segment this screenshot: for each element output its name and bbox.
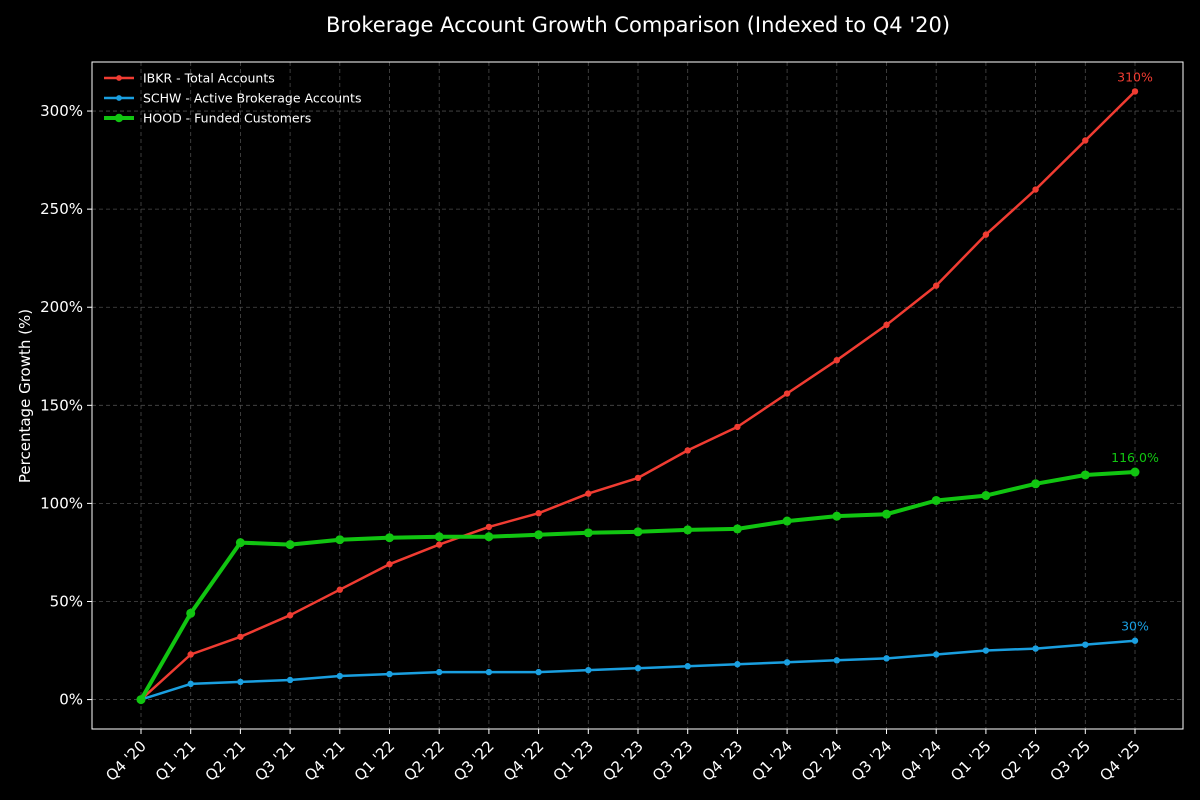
data-point xyxy=(186,608,196,618)
data-point xyxy=(684,447,691,454)
data-point xyxy=(1032,186,1039,193)
data-point xyxy=(535,510,542,517)
data-point xyxy=(734,661,741,668)
legend: IBKR - Total Accounts SCHW - Active Broke… xyxy=(104,71,361,126)
data-point xyxy=(1082,137,1089,144)
data-point xyxy=(1032,645,1039,652)
y-tick-label: 300% xyxy=(40,102,83,120)
data-point xyxy=(335,535,345,545)
end-label: 30% xyxy=(1121,619,1149,634)
y-tick-label: 0% xyxy=(59,691,83,709)
end-label: 310% xyxy=(1117,69,1153,84)
data-point xyxy=(931,495,941,505)
data-point xyxy=(633,527,643,537)
data-point xyxy=(336,586,343,593)
data-point xyxy=(286,612,294,619)
data-point xyxy=(1031,479,1041,489)
y-tick-label: 100% xyxy=(40,494,83,512)
data-point xyxy=(585,490,592,497)
data-point xyxy=(235,538,245,548)
data-point xyxy=(933,651,940,658)
chart-title: Brokerage Account Growth Comparison (Ind… xyxy=(326,13,950,37)
data-point xyxy=(634,474,642,482)
data-point xyxy=(832,511,842,521)
data-point xyxy=(237,678,244,686)
data-point xyxy=(782,516,792,526)
data-point xyxy=(1131,88,1139,95)
data-point xyxy=(534,530,544,540)
data-point xyxy=(436,668,443,676)
y-tick-label: 250% xyxy=(40,200,83,218)
data-point xyxy=(1130,467,1140,477)
data-point xyxy=(484,532,494,542)
data-point xyxy=(732,524,742,534)
data-point xyxy=(585,666,592,674)
y-tick-label: 150% xyxy=(40,396,83,414)
data-point xyxy=(982,647,990,654)
data-point xyxy=(783,390,791,397)
data-point xyxy=(734,423,741,431)
data-point xyxy=(583,528,593,538)
data-point xyxy=(485,668,493,676)
data-point xyxy=(833,657,840,664)
data-point xyxy=(783,659,791,666)
data-point xyxy=(982,231,990,238)
legend-entry: SCHW - Active Brokerage Accounts xyxy=(143,91,361,106)
legend-entry: IBKR - Total Accounts xyxy=(143,71,275,86)
data-point xyxy=(933,282,940,289)
end-labels: 310% 30% 116.0% xyxy=(1111,69,1159,633)
data-point xyxy=(981,491,991,501)
data-point xyxy=(385,533,394,543)
data-point xyxy=(386,670,393,678)
data-point xyxy=(883,655,890,662)
data-point xyxy=(882,509,891,519)
data-point xyxy=(535,668,542,676)
data-point xyxy=(286,676,294,684)
data-point xyxy=(684,663,691,670)
data-point xyxy=(434,532,444,542)
data-point xyxy=(883,321,890,329)
data-point xyxy=(485,523,493,531)
y-tick-label: 50% xyxy=(50,592,83,610)
legend-marker xyxy=(114,113,124,123)
data-point xyxy=(1082,641,1089,648)
data-point xyxy=(187,651,194,658)
data-point xyxy=(683,525,693,535)
legend-entry: HOOD - Funded Customers xyxy=(143,111,311,126)
data-point xyxy=(386,561,393,568)
data-point xyxy=(1131,637,1139,644)
data-point xyxy=(634,664,642,672)
data-point xyxy=(336,672,343,680)
data-point xyxy=(285,540,295,550)
data-point xyxy=(1080,470,1090,480)
legend-marker xyxy=(116,75,122,81)
y-axis: 0% 50% 100% 150% 200% 250% 300% xyxy=(40,102,92,709)
y-tick-label: 200% xyxy=(40,298,83,316)
data-point xyxy=(237,633,244,640)
data-point xyxy=(187,680,194,688)
data-point xyxy=(436,541,443,548)
series-group xyxy=(136,88,1140,705)
data-point xyxy=(136,695,146,705)
end-label: 116.0% xyxy=(1111,450,1159,465)
legend-marker xyxy=(116,95,122,101)
y-axis-label: Percentage Growth (%) xyxy=(16,309,34,483)
data-point xyxy=(833,356,840,364)
